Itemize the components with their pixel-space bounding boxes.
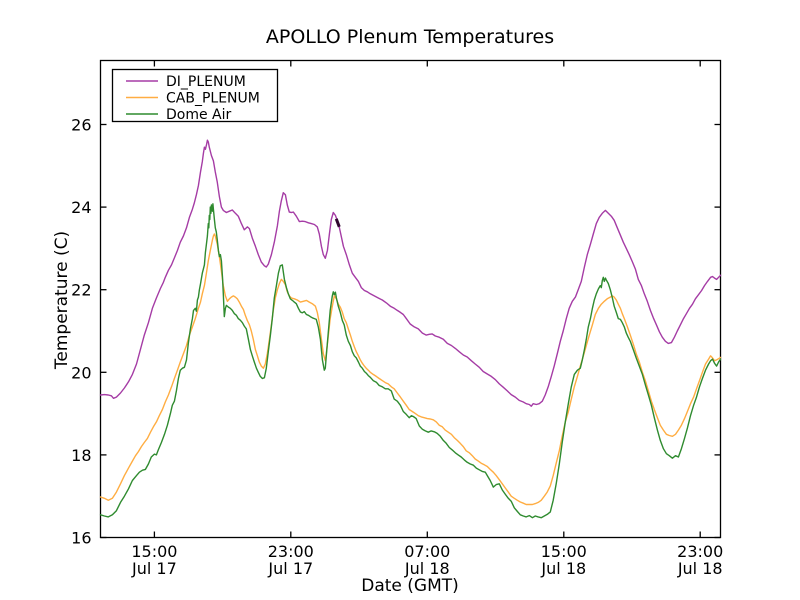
x-tick-label: Jul 18 [404, 559, 450, 578]
series-line-di-plenum [99, 139, 722, 407]
x-tick-label: 23:00 [268, 542, 314, 561]
y-axis-label: Temperature (C) [52, 230, 72, 370]
y-tick-label: 22 [71, 281, 91, 300]
legend-label: CAB_PLENUM [166, 91, 260, 107]
legend-frame [111, 68, 279, 123]
legend-label: Dome Air [166, 107, 232, 123]
x-tick-label: Jul 18 [677, 559, 723, 578]
series-line-cab-plenum [99, 233, 722, 506]
plot-frame [99, 59, 722, 539]
legend-item: DI_PLENUM [126, 74, 246, 90]
series-line-dome-air [99, 203, 722, 519]
y-tick-label: 18 [71, 446, 91, 465]
x-tick-label: 07:00 [404, 542, 450, 561]
legend-item: Dome Air [126, 107, 232, 123]
x-tick-label: Jul 18 [540, 559, 586, 578]
legend-item: CAB_PLENUM [126, 91, 260, 107]
y-tick-label: 24 [71, 198, 91, 217]
x-tick-label: Jul 17 [131, 559, 177, 578]
y-tick-label: 26 [71, 116, 91, 135]
legend-label: DI_PLENUM [166, 74, 246, 90]
dark-segment-on-di-plenum [334, 218, 341, 228]
x-tick-label: 23:00 [677, 542, 723, 561]
y-tick-label: 20 [71, 363, 91, 382]
x-tick-label: 15:00 [131, 542, 177, 561]
x-tick-label: Jul 17 [267, 559, 313, 578]
x-axis-label: Date (GMT) [361, 576, 459, 596]
y-tick-label: 16 [71, 529, 91, 548]
chart-title: APOLLO Plenum Temperatures [265, 26, 555, 48]
x-tick-label: 15:00 [541, 542, 587, 561]
